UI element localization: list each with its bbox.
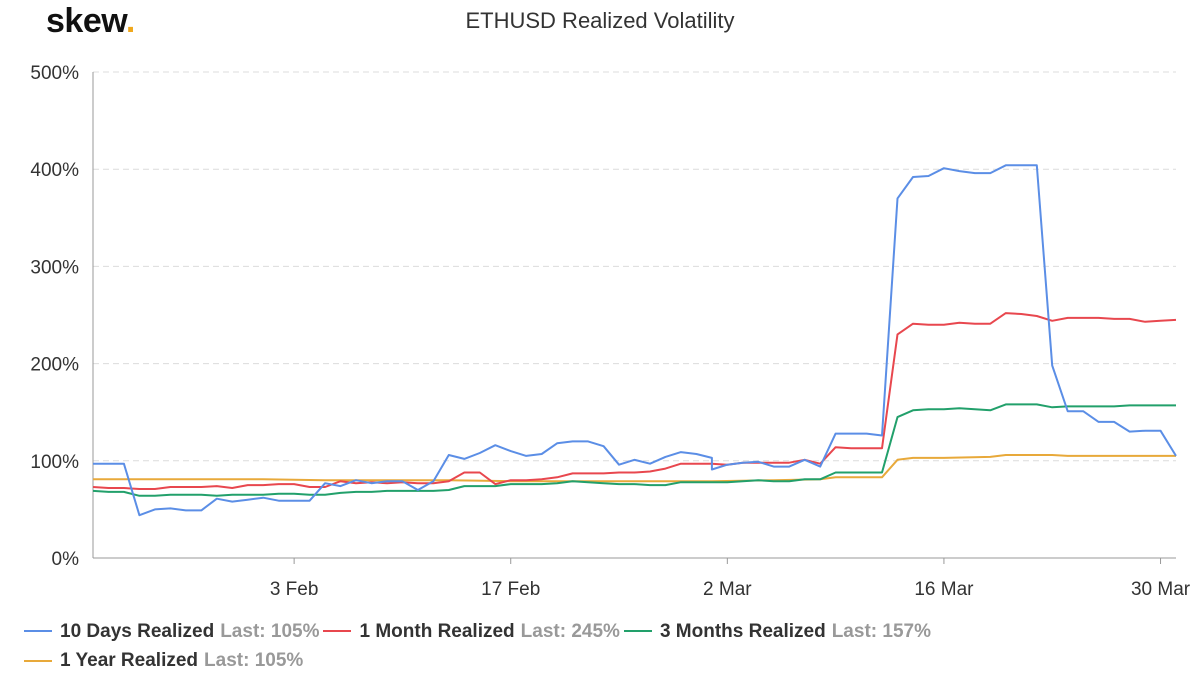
x-tick-label: 16 Mar — [914, 579, 974, 600]
series-line-3-months-realized — [92, 403, 1176, 497]
y-tick-label: 400% — [30, 160, 79, 181]
x-tick-label: 17 Feb — [481, 579, 540, 600]
y-tick-label: 100% — [30, 452, 79, 473]
legend-item[interactable]: 1 Year Realized Last: 105% — [24, 648, 303, 673]
legend-series-name: 3 Months Realized — [659, 620, 826, 642]
legend-last-value: Last: 105% — [204, 650, 304, 671]
legend-swatch — [24, 659, 52, 662]
y-tick-label: 300% — [30, 257, 79, 278]
legend-swatch — [323, 630, 352, 632]
x-tick-label: 2 Mar — [703, 579, 752, 600]
x-tick-label: 3 Feb — [270, 579, 319, 600]
legend-swatch — [623, 630, 652, 632]
legend-series-name: 10 Days Realized — [60, 620, 215, 642]
chart-title: ETHUSD Realized Volatility — [465, 8, 735, 33]
x-tick-label: 30 Mar — [1131, 579, 1191, 600]
chart-legend: 10 Days Realized Last: 105% 1 Month Realiz… — [24, 614, 1124, 673]
y-tick-label: 0% — [52, 549, 80, 570]
legend-series-name: 1 Month Realized — [359, 620, 515, 642]
legend-last-value: Last: 157% — [831, 620, 931, 642]
legend-item[interactable]: 1 Month Realized Last: 245% — [323, 619, 620, 644]
y-tick-label: 200% — [30, 355, 79, 376]
legend-item[interactable]: 3 Months Realized Last: 157% — [623, 619, 931, 644]
legend-swatch — [24, 630, 52, 632]
series-line-10-days-realized — [93, 164, 1177, 517]
legend-last-value: Last: 245% — [520, 620, 620, 642]
series-line-1-year-realized — [93, 454, 1176, 483]
series-line-1-month-realized — [92, 312, 1177, 490]
legend-item[interactable]: 10 Days Realized Last: 105% — [24, 619, 319, 644]
legend-series-name: 1 Year Realized — [60, 650, 199, 671]
skew-logo: skew. — [46, 2, 135, 40]
legend-last-value: Last: 105% — [220, 620, 320, 642]
y-tick-label: 500% — [30, 63, 79, 84]
